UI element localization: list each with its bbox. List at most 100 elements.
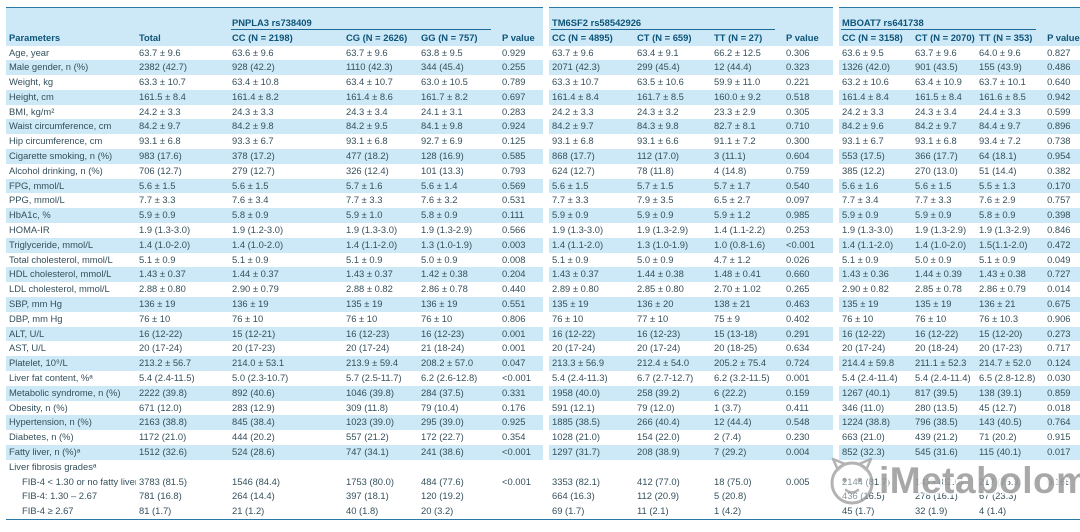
- cell: 0.305: [786, 105, 810, 117]
- column-gap: [543, 385, 550, 401]
- cell: 326 (12.4): [346, 164, 389, 176]
- table-row: Fatty liver, n (%)ᵃ 1512 (32.6) 524 (28.6)…: [6, 445, 1080, 460]
- cell: 0.230: [786, 431, 810, 443]
- cell: 40 (1.8): [343, 504, 418, 521]
- cell: 0.097: [786, 194, 810, 206]
- cell: 284 (37.5): [418, 385, 500, 401]
- col-header-tm6sf2-pvalue: P value: [783, 29, 834, 46]
- cell: 0.001: [786, 372, 810, 384]
- cell: 63.3 ± 10.7: [552, 76, 599, 88]
- cell: 4 (1.4): [976, 504, 1045, 521]
- cell: 63.4 ± 10.9: [915, 76, 962, 88]
- cell: [499, 460, 543, 475]
- cell: 84.2 ± 9.7: [912, 119, 977, 135]
- cell: 15 (12-21): [229, 326, 343, 342]
- cell: 75 ± 9: [714, 312, 741, 324]
- row-label: AST, U/L: [9, 342, 46, 354]
- cell: 93.1 ± 6.8: [139, 135, 181, 147]
- table-row: Hip circumference, cm 93.1 ± 6.8 93.3 ± 6.…: [6, 134, 1080, 149]
- cell: 1546 (84.4): [232, 475, 280, 487]
- cell: 5.6 ± 1.5: [912, 178, 977, 194]
- cell: 0.323: [783, 60, 834, 76]
- cell: [1044, 460, 1080, 475]
- row-label: FIB-4 ≥ 2.67: [6, 504, 136, 521]
- cell: 1.3 (1.0-1.9): [418, 237, 500, 253]
- cell: 1.43 ± 0.37: [549, 267, 635, 283]
- cell: 5.1 ± 0.9: [232, 253, 269, 265]
- cell: 366 (17.7): [912, 149, 977, 164]
- table-page: PNPLA3 rs738409 TM6SF2 rs58542926 MBOAT7…: [0, 7, 1080, 532]
- cell: 5.1 ± 0.9: [346, 253, 383, 265]
- cell: 12 (44.4): [711, 415, 784, 431]
- cell: 0.004: [783, 445, 834, 460]
- cell: 155 (43.9): [976, 60, 1045, 76]
- table-row: AST, U/L 20 (17-24) 20 (17-23) 20 (17-24) 21…: [6, 341, 1080, 356]
- row-label: Age, year: [9, 46, 50, 58]
- cell: 63.5 ± 10.6: [637, 76, 684, 88]
- cell: 270 (13.0): [915, 164, 958, 176]
- cell: 524 (28.6): [229, 445, 343, 460]
- column-gap: [833, 119, 840, 135]
- cell: 1753 (80.0): [346, 475, 394, 487]
- cell: 1.44 ± 0.38: [634, 267, 712, 283]
- cell: 0.531: [502, 194, 526, 206]
- cell: 0.026: [786, 253, 810, 265]
- cell: 24.3 ± 3.4: [346, 105, 388, 117]
- cell: [783, 489, 833, 504]
- cell: 5.9 ± 0.9: [136, 208, 229, 224]
- cell: 16 (12-23): [343, 326, 418, 342]
- cell: 84.3 ± 9.8: [634, 119, 712, 135]
- group-header-mboat7: MBOAT7 rs641738: [839, 7, 1045, 30]
- row-label: Total cholesterol, mmol/L: [9, 253, 113, 265]
- cell: [418, 460, 499, 475]
- column-gap: [833, 178, 840, 194]
- row-label: HbA1c, %: [6, 208, 136, 224]
- row-label: Liver fibrosis gradesᵃ: [9, 460, 97, 472]
- cell: 0.846: [1047, 224, 1071, 236]
- cell: 0.985: [783, 208, 834, 224]
- cell: 0.018: [1047, 401, 1071, 413]
- cell: 2 (7.4): [714, 431, 742, 443]
- cell: 92.7 ± 6.9: [421, 135, 463, 147]
- cell: 24.2 ± 3.3: [552, 105, 594, 117]
- col-header-tm6sf2-tt: TT (N = 27): [711, 29, 784, 46]
- cell: 591 (12.1): [552, 401, 595, 413]
- cell: 21 (1.2): [229, 504, 343, 521]
- column-gap: [543, 7, 550, 30]
- cell: 136 ± 19: [136, 297, 229, 312]
- cell: 5.6 ± 1.5: [136, 178, 229, 194]
- cell: 5.9 ± 1.2: [711, 208, 784, 224]
- cell: 0.030: [1047, 372, 1071, 384]
- column-gap: [543, 326, 550, 342]
- cell: 1.4 (1.0-2.0): [136, 237, 229, 253]
- cell: 45 (1.7): [839, 504, 913, 521]
- cell: 77 ± 10: [637, 312, 669, 324]
- cell: 128 (16.9): [418, 149, 500, 164]
- cell: [136, 460, 229, 475]
- cell: 0.697: [499, 89, 544, 105]
- cell: 20 (17-23): [979, 342, 1023, 354]
- cell: 7.7 ± 3.3: [346, 194, 383, 206]
- cell: 20 (17-24): [552, 342, 596, 354]
- cell: 135 ± 19: [549, 297, 635, 312]
- cell: 0.255: [499, 60, 544, 76]
- cell: 0.014: [1047, 283, 1071, 295]
- cell: 545 (31.6): [912, 445, 977, 460]
- cell: 91.1 ± 7.2: [714, 135, 756, 147]
- cell: 136 ± 19: [418, 297, 500, 312]
- cell: 1413 (82.0): [915, 475, 963, 487]
- group-header-row: PNPLA3 rs738409 TM6SF2 rs58542926 MBOAT7…: [6, 7, 1080, 30]
- row-label: Cigarette smoking, n (%): [6, 149, 136, 164]
- cell: [343, 460, 418, 475]
- table-row: HbA1c, % 5.9 ± 0.9 5.8 ± 0.9 5.9 ± 1.0 5.8 ±…: [6, 208, 1080, 224]
- cell: 138 ± 21: [711, 297, 784, 312]
- cell: 0.354: [502, 431, 526, 443]
- cell: 2.88 ± 0.82: [346, 283, 393, 295]
- cell: 5.1 ± 0.9: [842, 253, 879, 265]
- col-header-tm6sf2-ct: CT (N = 659): [634, 29, 712, 46]
- table-row: FIB-4 < 1.30 or no fatty liver 3783 (81.5…: [6, 475, 1080, 490]
- table-row: Metabolic syndrome, n (%) 2222 (39.8) 892 …: [6, 385, 1080, 401]
- table-row: Cigarette smoking, n (%) 983 (17.6) 378 (1…: [6, 149, 1080, 164]
- cell: 82.7 ± 8.1: [711, 119, 784, 135]
- cell: [229, 460, 343, 475]
